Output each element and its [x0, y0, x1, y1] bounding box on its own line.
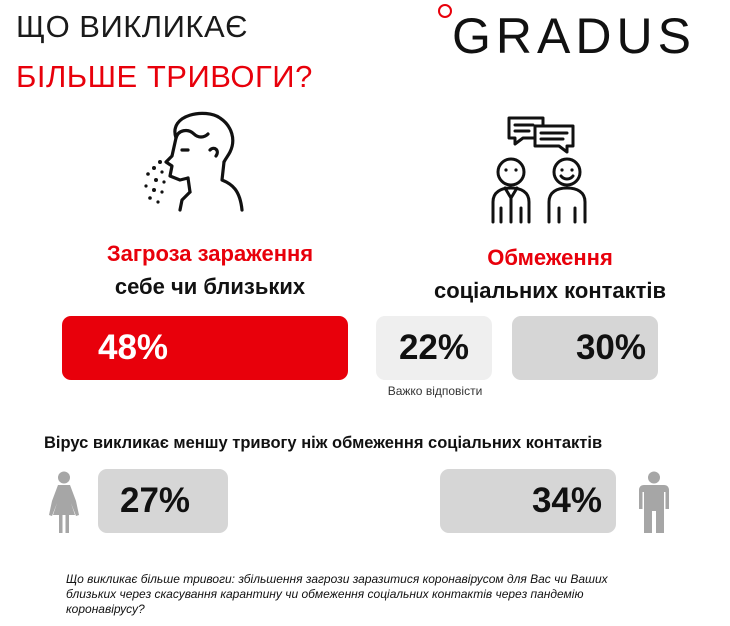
logo-ring-icon: [438, 4, 452, 18]
value-label-hard-to-answer: 22%: [398, 328, 470, 367]
title-line-2: БІЛЬШЕ ТРИВОГИ?: [16, 59, 313, 94]
title-line-1: ЩО ВИКЛИКАЄ: [16, 9, 248, 44]
people-chat-icon: [491, 116, 587, 224]
caption-infection-threat: Загроза зараження: [106, 241, 314, 266]
caption-self-or-relatives: себе чи близьких: [114, 274, 306, 299]
result-box-male: 34%: [440, 469, 616, 533]
result-box-hard-to-answer: 22%: [376, 316, 492, 380]
value-label-female: 27%: [120, 481, 191, 520]
hard-to-answer-label: Важко відповісти: [387, 384, 483, 398]
result-box-infection: 48%: [62, 316, 348, 380]
result-box-restrictions: 30%: [512, 316, 658, 380]
value-label-restrictions: 30%: [575, 328, 646, 367]
value-label-male: 34%: [531, 481, 602, 520]
female-figure-icon: [49, 471, 79, 533]
caption-social-contacts: соціальних контактів: [433, 278, 667, 303]
male-figure-icon: [639, 471, 669, 533]
caption-restrictions: Обмеження: [487, 245, 613, 270]
value-label-infection: 48%: [98, 328, 169, 367]
gradus-logo: GRADUS: [452, 8, 696, 64]
sneezing-person-icon: [144, 111, 244, 212]
gender-comparison-heading: Вірус викликає меншу тривогу ніж обмежен…: [44, 434, 603, 452]
survey-question-footnote: Що викликає більше тривоги: збільшення з…: [66, 572, 608, 616]
result-box-female: 27%: [98, 469, 228, 533]
